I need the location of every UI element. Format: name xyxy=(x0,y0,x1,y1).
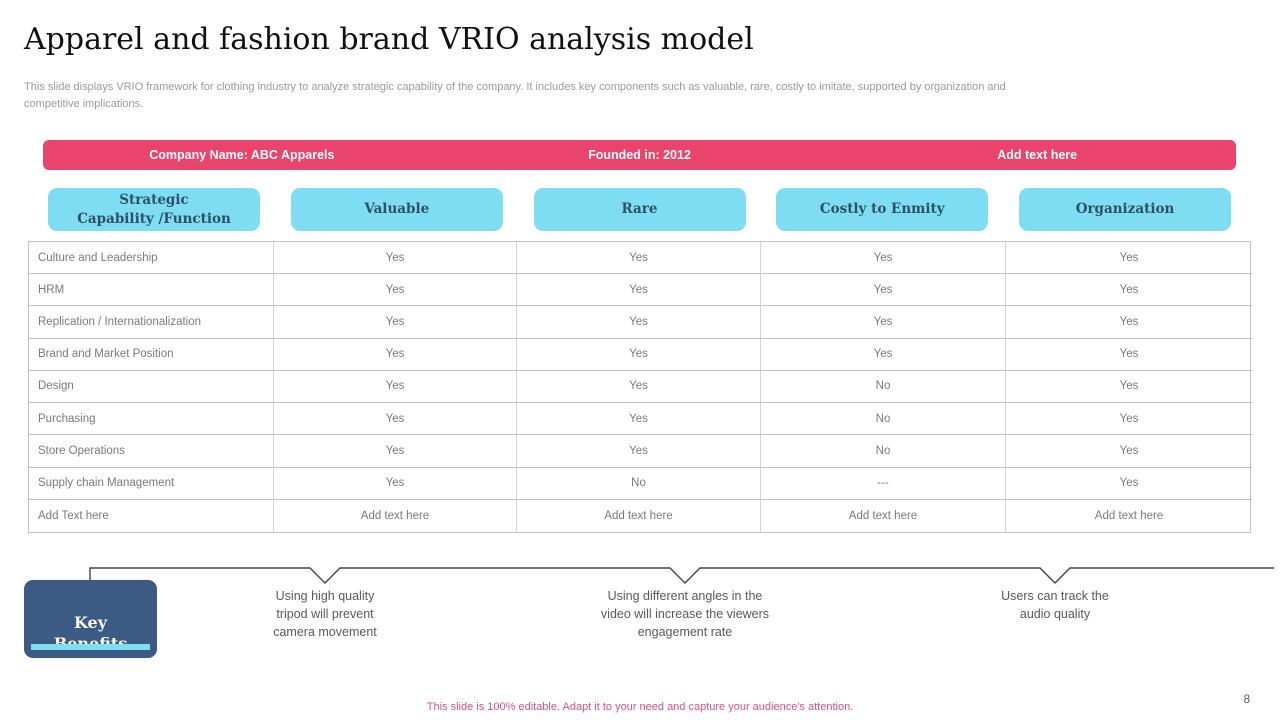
table-cell: Yes xyxy=(1006,371,1252,404)
table-row-label: Design xyxy=(29,370,274,404)
banner-add-text-placeholder[interactable]: Add text here xyxy=(997,148,1078,162)
table-cell: No xyxy=(761,403,1006,436)
page-title: Apparel and fashion brand VRIO analysis … xyxy=(24,22,754,57)
table-row-label: Purchasing xyxy=(29,403,274,436)
benefit-item: Users can track the audio quality xyxy=(1001,589,1109,622)
table-cell: Yes xyxy=(761,306,1006,339)
table-cell: Yes xyxy=(517,306,761,339)
table-cell: Yes xyxy=(517,274,761,307)
table-cell: Yes xyxy=(1006,339,1252,371)
header-costly-to-enmity: Costly to Enmity xyxy=(776,188,989,231)
banner-company-name: Company Name: ABC Apparels xyxy=(149,148,335,162)
table-cell: Yes xyxy=(517,435,761,468)
table-row-label: Brand and Market Position xyxy=(29,338,274,371)
key-benefits-box: Key Benefits xyxy=(24,580,157,658)
table-cell: Yes xyxy=(274,435,517,468)
table-cell: Yes xyxy=(1006,274,1252,307)
header-rare: Rare xyxy=(533,188,746,231)
banner-founded-in: Founded in: 2012 xyxy=(588,148,691,162)
header-strategic-capability: Strategic Capability /Function xyxy=(48,188,260,231)
table-cell-placeholder[interactable]: Add text here xyxy=(274,499,517,532)
table-row-label: Replication / Internationalization xyxy=(29,306,274,339)
table-cell: Yes xyxy=(761,338,1006,371)
table-cell: Yes xyxy=(274,467,517,500)
table-cell-placeholder[interactable]: Add Text here xyxy=(29,499,274,532)
table-cell: Yes xyxy=(517,242,761,275)
key-benefits-connector-line xyxy=(89,567,1274,584)
table-cell: Yes xyxy=(761,242,1006,275)
slide-description: This slide displays VRIO framework for c… xyxy=(24,81,1006,110)
table-cell: --- xyxy=(761,467,1006,500)
table-cell: Yes xyxy=(1006,242,1252,275)
table-cell: Yes xyxy=(1006,403,1252,436)
table-cell: Yes xyxy=(274,242,517,275)
table-row-label: Store Operations xyxy=(29,435,274,468)
table-row-label: HRM xyxy=(29,274,274,307)
table-cell-placeholder[interactable]: Add text here xyxy=(1094,509,1164,522)
table-cell: Yes xyxy=(761,274,1006,307)
table-cell: Yes xyxy=(1006,468,1252,500)
table-cell-placeholder[interactable]: Add text here xyxy=(517,499,761,532)
table-cell: Yes xyxy=(1006,306,1252,339)
key-benefits-underline-bar xyxy=(31,644,150,650)
table-cell: Yes xyxy=(274,306,517,339)
table-row-label: Supply chain Management xyxy=(29,467,274,500)
vrio-table: Culture and Leadership Yes Yes Yes Yes H… xyxy=(28,241,1252,533)
table-row-label: Culture and Leadership xyxy=(29,242,274,275)
table-cell: Yes xyxy=(517,370,761,404)
table-cell: No xyxy=(761,435,1006,468)
table-cell: Yes xyxy=(274,370,517,404)
benefit-item: Using different angles in the video will… xyxy=(600,589,770,640)
editable-note: This slide is 100% editable. Adapt it to… xyxy=(426,701,854,713)
header-valuable: Valuable xyxy=(290,188,503,231)
table-cell: Yes xyxy=(1006,435,1252,468)
company-info-banner: Company Name: ABC Apparels Founded in: 2… xyxy=(43,140,1236,170)
header-organization: Organization xyxy=(1019,188,1231,231)
table-cell: Yes xyxy=(274,338,517,371)
table-cell: Yes xyxy=(517,338,761,371)
table-cell: No xyxy=(517,467,761,500)
table-cell-placeholder[interactable]: Add text here xyxy=(761,499,1006,532)
benefit-item: Using high quality tripod will prevent c… xyxy=(273,589,377,640)
table-cell: Yes xyxy=(517,403,761,436)
vrio-header-row: Strategic Capability /Function Valuable … xyxy=(48,188,1231,231)
page-number: 8 xyxy=(1243,694,1250,706)
table-cell: Yes xyxy=(274,274,517,307)
table-cell: No xyxy=(761,370,1006,404)
table-cell: Yes xyxy=(274,403,517,436)
